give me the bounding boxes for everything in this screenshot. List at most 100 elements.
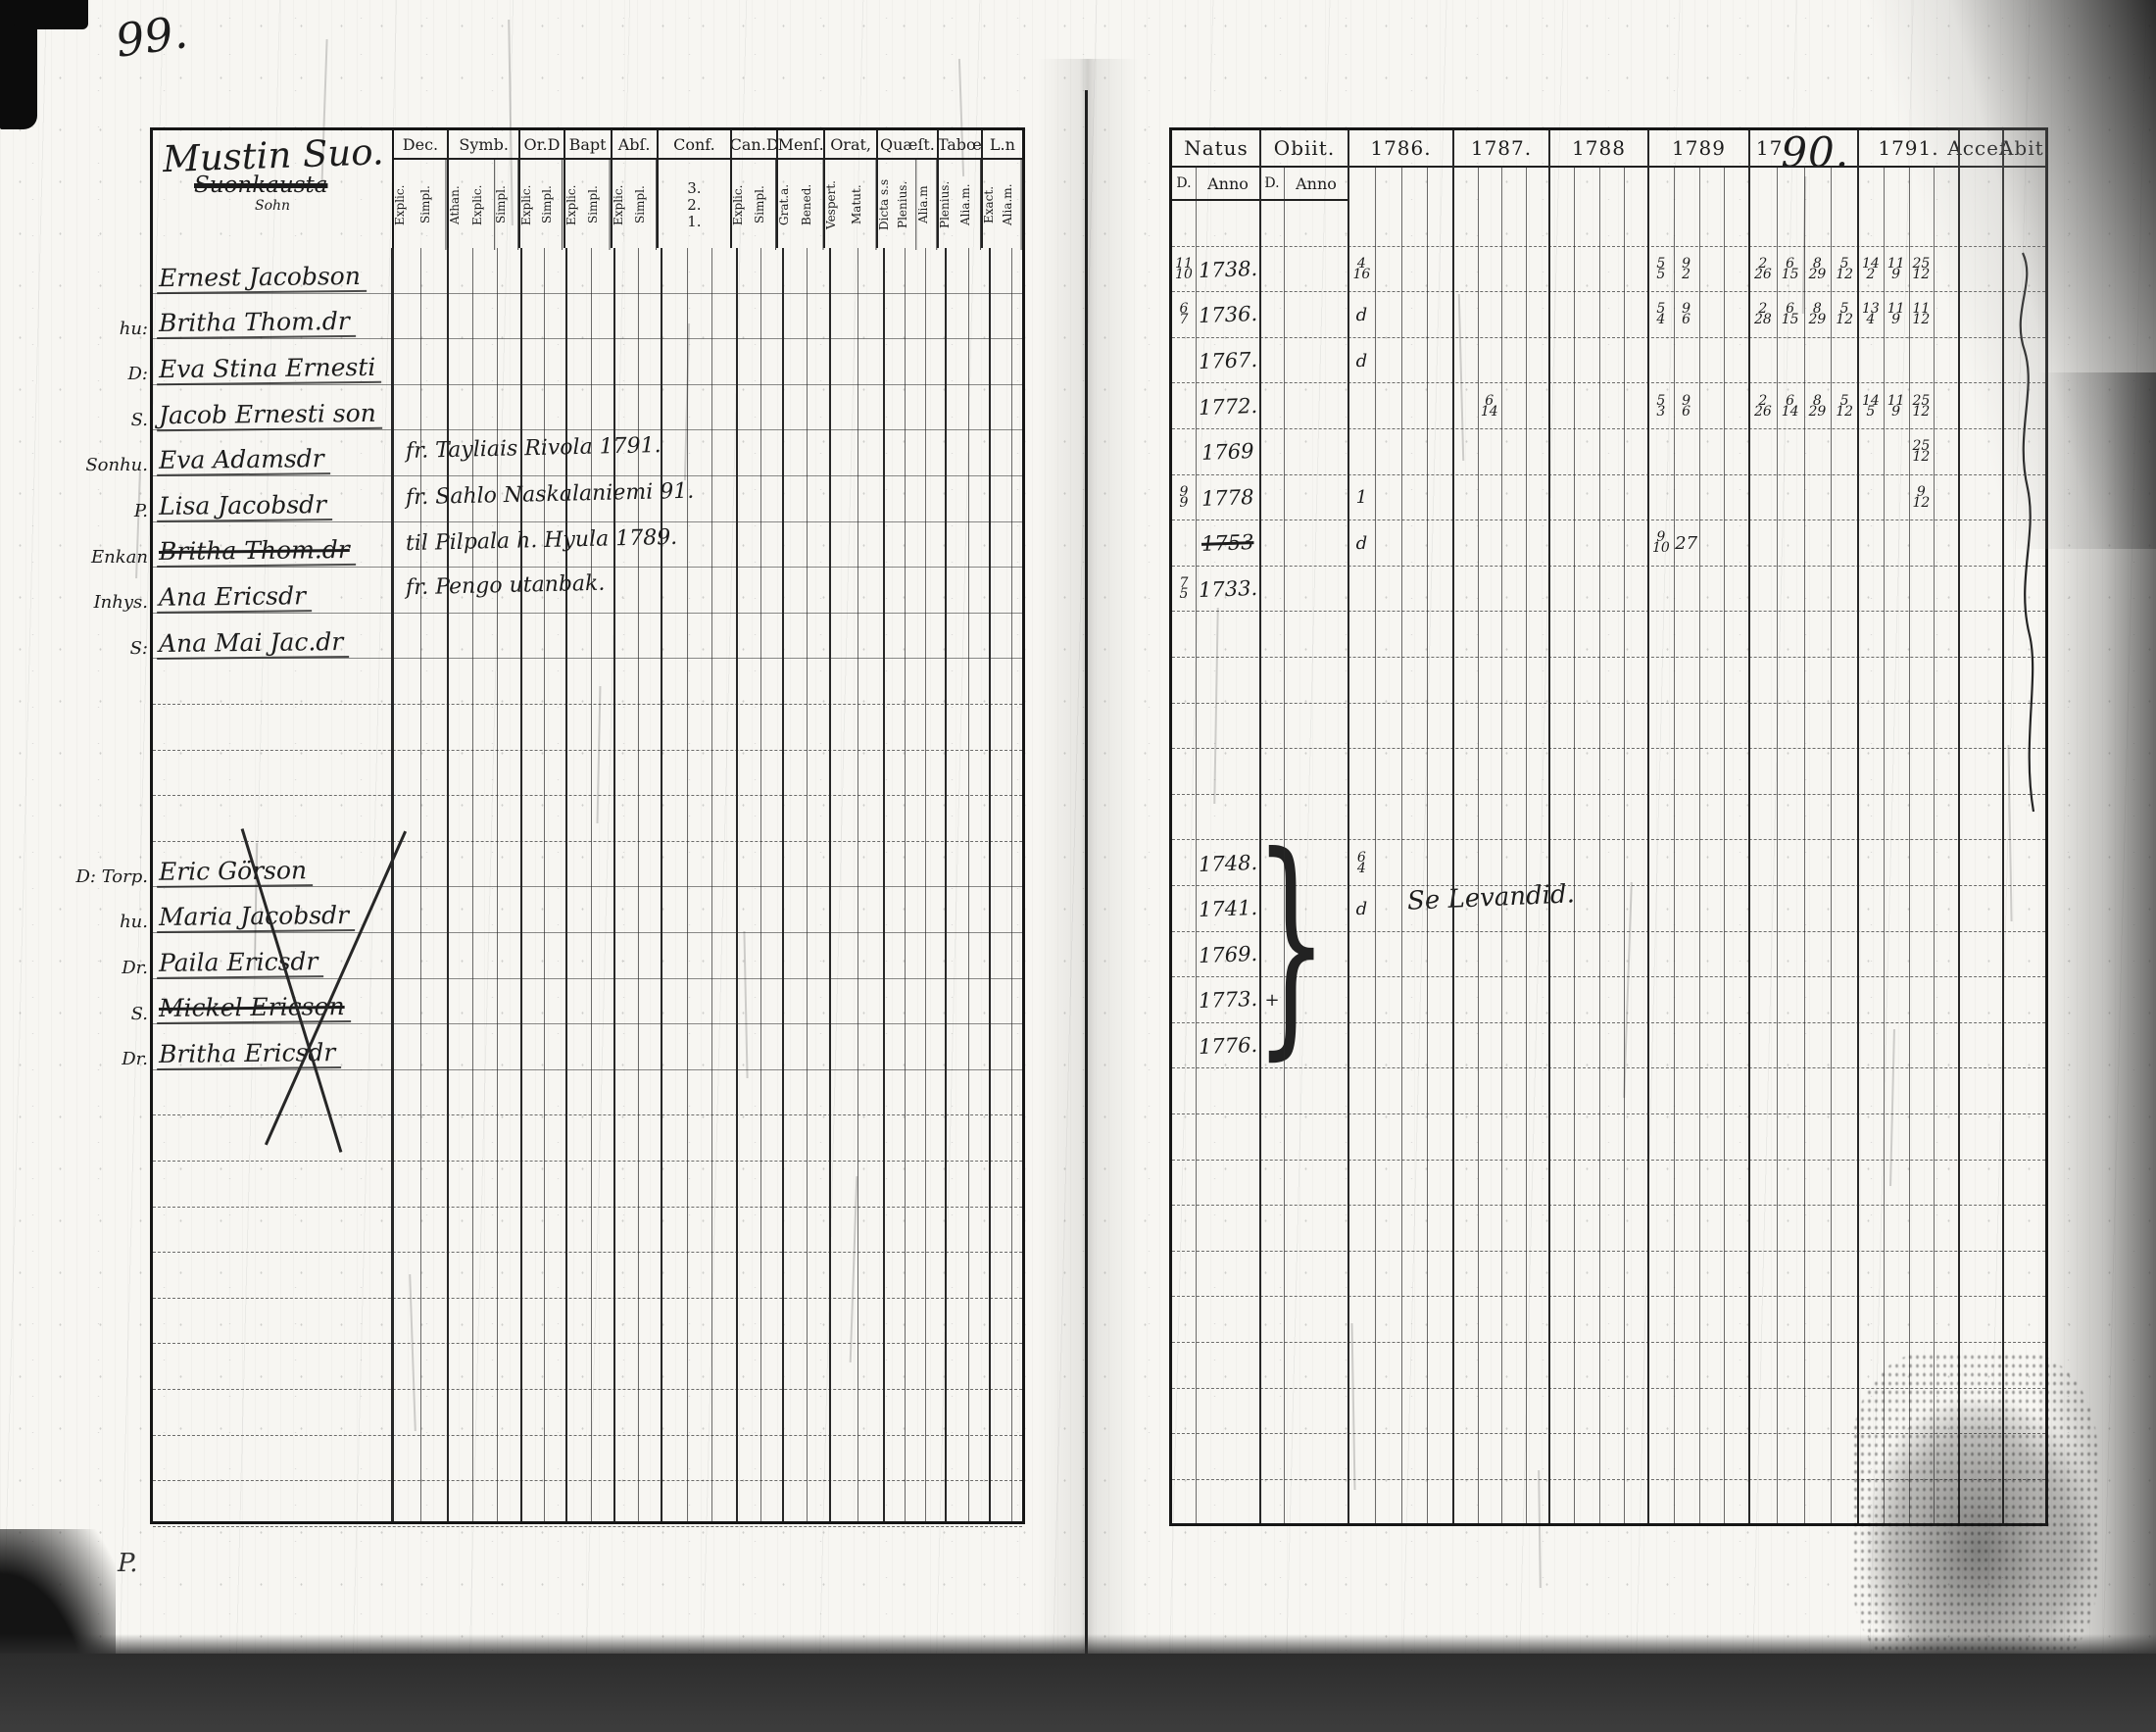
birth-year-value: 1736. bbox=[1198, 302, 1258, 328]
column-subhead: Bened. bbox=[800, 160, 824, 250]
name-prefix: Enkan bbox=[91, 546, 148, 568]
name-row: Enkan Britha Thom.dr bbox=[50, 522, 392, 569]
date-part: 9 bbox=[1682, 392, 1691, 409]
date-part: 5 bbox=[1656, 266, 1666, 282]
row-rule bbox=[153, 658, 1022, 660]
column-group-cand: Can.D Explic. Simpl. bbox=[730, 130, 777, 250]
date-part: 2 bbox=[1682, 266, 1691, 282]
column-subheads: Grat.a. Bened. bbox=[778, 160, 824, 250]
communion-mark: 6 14 bbox=[1478, 383, 1502, 429]
row-rule bbox=[1172, 1067, 2045, 1069]
row-rule bbox=[1172, 1478, 2045, 1480]
birth-year-value: 1733. bbox=[1198, 576, 1258, 603]
subcolumn-rule bbox=[1501, 166, 1502, 1523]
row-rule bbox=[1172, 565, 2045, 567]
date-part: 8 bbox=[1812, 301, 1822, 318]
column-group-tab: Tabœ Plenius. Alia.m. bbox=[936, 130, 981, 250]
row-rule bbox=[153, 704, 1022, 705]
communion-mark: 2 28 bbox=[1749, 292, 1777, 338]
column-rule bbox=[1548, 130, 1550, 1523]
date-part: 2 bbox=[1758, 392, 1768, 409]
date-fraction: 2 26 bbox=[1754, 392, 1772, 419]
name-prefix: hu: bbox=[119, 318, 148, 339]
name-prefix: S. bbox=[130, 409, 148, 430]
date-fraction: 2 26 bbox=[1753, 257, 1772, 282]
row-rule bbox=[153, 612, 1022, 614]
date-part: 9 bbox=[1179, 494, 1189, 511]
subcolumn-rule bbox=[1427, 166, 1429, 1523]
name-row: D: Torp. Eric Görson bbox=[50, 842, 392, 888]
row-rule bbox=[1172, 1021, 2045, 1023]
column-group-label: Dec. bbox=[394, 130, 447, 160]
migration-note: fr. Tayliais Rivola 1791. bbox=[405, 433, 662, 465]
communion-mark: 27 bbox=[1674, 520, 1699, 567]
column-group-label: Or.D bbox=[520, 130, 564, 160]
name-prefix: Sonhu. bbox=[85, 455, 148, 476]
name-row: D: Eva Stina Ernesti bbox=[50, 339, 392, 386]
column-rule bbox=[1259, 130, 1261, 1523]
communion-mark: 6 15 bbox=[1777, 247, 1804, 293]
date-part: 26 bbox=[1753, 266, 1772, 282]
subcolumn-rule bbox=[1908, 166, 1910, 1523]
header-rule bbox=[1172, 166, 2045, 168]
scan-bottom-band bbox=[0, 1654, 2156, 1732]
row-rule bbox=[153, 520, 1022, 522]
communion-mark: 2 26 bbox=[1749, 383, 1777, 429]
column-subheads: Explic. Simpl. bbox=[520, 160, 564, 250]
column-group-rule bbox=[829, 248, 831, 1521]
column-group-conf: Conf. 3. 2. 1. bbox=[656, 130, 731, 248]
column-group-label: Bapt bbox=[564, 130, 611, 160]
column-subhead: Dicta s.s bbox=[878, 178, 892, 231]
scan-bottom-fade bbox=[0, 1634, 2156, 1656]
ink-smudge-speckle bbox=[1852, 1353, 2097, 1676]
page-number: 99. bbox=[112, 5, 191, 68]
column-group-rule bbox=[520, 248, 522, 1521]
column-label-obiit: Obiit. bbox=[1273, 136, 1336, 160]
row-rule bbox=[1172, 336, 2045, 338]
column-subhead: Simpl. bbox=[633, 160, 657, 250]
name-row: hu: Britha Thom.dr bbox=[50, 294, 392, 340]
name-prefix: Dr. bbox=[122, 1049, 148, 1070]
subcolumn-rule bbox=[1525, 166, 1527, 1523]
date-part: 4 bbox=[1356, 860, 1366, 876]
birth-year: 1738. bbox=[1196, 247, 1260, 293]
subcolumn-rule bbox=[1010, 248, 1012, 1521]
column-group-rule bbox=[565, 248, 567, 1521]
column-group-label: Can.D bbox=[732, 130, 777, 160]
row-rule bbox=[1172, 1342, 2045, 1343]
date-part: 14 bbox=[1781, 403, 1799, 420]
subcolumn-rule bbox=[1803, 166, 1805, 1523]
row-rule bbox=[1172, 1205, 2045, 1207]
subcolumn-rule bbox=[1196, 166, 1197, 1523]
column-group-rule bbox=[883, 248, 885, 1521]
date-part: 6 bbox=[1682, 403, 1691, 420]
date-fraction: 2 28 bbox=[1754, 302, 1772, 326]
date-part: 29 bbox=[1808, 403, 1827, 420]
column-subhead: Explic. bbox=[612, 184, 625, 225]
column-rule bbox=[1748, 130, 1750, 1523]
name-row: P. Lisa Jacobsdr bbox=[50, 476, 392, 522]
subcolumn-rule bbox=[1776, 166, 1778, 1523]
row-rule bbox=[153, 749, 1022, 751]
column-group-ord: Or.D Explic. Simpl. bbox=[518, 130, 564, 250]
row-rule bbox=[153, 886, 1022, 888]
column-subhead: Simpl. bbox=[541, 160, 564, 250]
subcolumn-rule bbox=[638, 248, 639, 1521]
date-part: 5 bbox=[1179, 586, 1189, 603]
row-rule bbox=[1172, 428, 2045, 429]
date-part: 6 bbox=[1786, 301, 1795, 318]
name-row: S. Jacob Ernesti son bbox=[50, 385, 392, 431]
date-fraction: 6 15 bbox=[1782, 257, 1799, 281]
subcolumn-rule bbox=[967, 248, 969, 1521]
communion-mark: 1 bbox=[1348, 475, 1375, 521]
subcolumn-rule bbox=[1374, 166, 1376, 1523]
row-rule bbox=[1172, 930, 2045, 932]
name-row: Inhys. Ana Ericsdr bbox=[50, 568, 392, 615]
